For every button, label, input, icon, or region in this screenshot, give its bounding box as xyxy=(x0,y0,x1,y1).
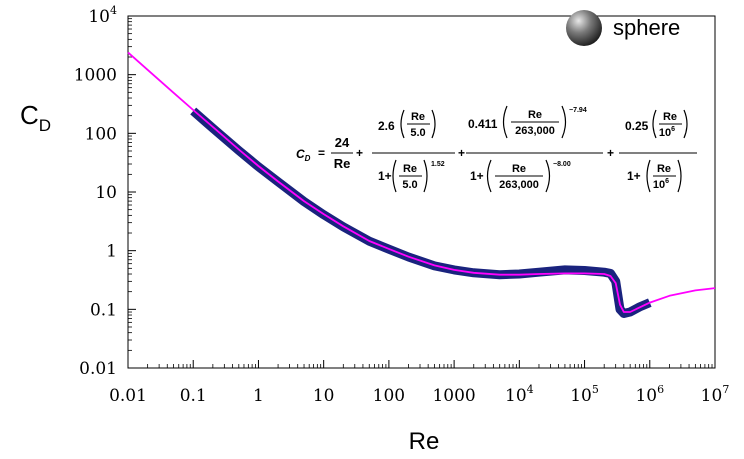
term3-numerator-scale: 263,000 xyxy=(515,125,555,137)
x-tick-label: 0.01 xyxy=(109,386,147,406)
y-tick-label: 1 xyxy=(106,242,117,262)
plus-3: + xyxy=(607,146,614,160)
term4-denominator-scale: 106 xyxy=(653,178,669,191)
series-experimental-data xyxy=(193,111,650,314)
term2-denominator-paren-left xyxy=(393,160,396,192)
y-tick-label: 104 xyxy=(88,4,117,27)
y-tick-label: 100 xyxy=(85,124,117,144)
term4-coefficient: 0.25 xyxy=(625,119,649,133)
term2-denominator-re: Re xyxy=(403,163,417,175)
y-axis-label: CD xyxy=(20,100,51,135)
legend-label: sphere xyxy=(613,15,680,40)
term2-numerator-paren-right xyxy=(432,110,435,138)
y-tick-labels: 0.01 0.1 1 10 100 1000 104 xyxy=(74,4,117,379)
y-tick-label: 0.01 xyxy=(79,359,117,379)
term2-denominator-exponent: 1.52 xyxy=(431,161,445,168)
plus-1: + xyxy=(356,146,363,160)
term4-denominator-one: 1+ xyxy=(627,169,641,183)
term3: 0.411 Re 263,000 −7.94 1+ Re 263,000 −8.… xyxy=(466,106,603,192)
x-tick-label: 104 xyxy=(505,383,534,406)
term3-denominator-scale: 263,000 xyxy=(499,179,539,191)
y-tick-label: 1000 xyxy=(74,66,117,86)
x-tick-label: 100 xyxy=(373,386,405,406)
term2: 2.6 Re 5.0 1+ Re 5.0 1.52 xyxy=(372,110,455,192)
term2-denominator-paren-right xyxy=(424,160,427,192)
equals-sign: = xyxy=(318,146,325,160)
legend: sphere xyxy=(566,10,680,46)
x-tick-label: 10 xyxy=(313,386,335,406)
term1-numerator: 24 xyxy=(335,135,350,150)
term4-denominator-re: Re xyxy=(657,163,671,175)
term3-denominator-exponent: −8.00 xyxy=(553,161,571,168)
term2-denominator-scale: 5.0 xyxy=(402,179,417,191)
term3-numerator-paren-right xyxy=(562,106,566,138)
term3-denominator-paren-left xyxy=(488,160,492,192)
term3-numerator-paren-left xyxy=(504,106,508,138)
x-tick-label: 105 xyxy=(570,383,599,406)
term2-numerator-scale: 5.0 xyxy=(410,127,425,139)
x-tick-labels: 0.01 0.1 1 10 100 1000 104 105 106 107 xyxy=(109,383,729,406)
term4-numerator-re: Re xyxy=(663,111,677,123)
sphere-legend-marker xyxy=(566,10,602,46)
term4-denominator-paren-left xyxy=(647,160,650,192)
term2-numerator-re: Re xyxy=(411,111,425,123)
equation-lhs: CD xyxy=(296,147,311,163)
plus-2: + xyxy=(458,146,465,160)
term3-denominator-paren-right xyxy=(546,160,550,192)
term3-coefficient: 0.411 xyxy=(468,117,498,131)
term4-numerator-paren-right xyxy=(684,110,687,138)
y-tick-label: 10 xyxy=(95,183,117,203)
term2-denominator-one: 1+ xyxy=(378,169,392,183)
y-tick-label: 0.1 xyxy=(90,300,117,320)
term2-numerator-paren-left xyxy=(401,110,404,138)
x-tick-label: 1000 xyxy=(432,386,475,406)
x-tick-label: 1 xyxy=(253,386,264,406)
drag-equation: CD = 24 Re + 2.6 Re 5.0 1+ Re 5.0 1.52 +… xyxy=(296,106,697,192)
term3-numerator-exponent: −7.94 xyxy=(569,107,587,114)
term3-denominator-one: 1+ xyxy=(470,169,484,183)
x-tick-label: 107 xyxy=(701,383,730,406)
term3-numerator-re: Re xyxy=(528,109,542,121)
x-axis-label: Re xyxy=(409,428,440,455)
x-tick-label: 106 xyxy=(635,383,664,406)
term4: 0.25 Re 106 1+ Re 106 xyxy=(619,110,697,192)
term4-numerator-scale: 106 xyxy=(659,126,675,139)
term1-denominator: Re xyxy=(334,156,351,171)
term4-denominator-paren-right xyxy=(678,160,681,192)
term2-coefficient: 2.6 xyxy=(378,119,395,133)
term3-denominator-re: Re xyxy=(512,163,526,175)
x-tick-label: 0.1 xyxy=(180,386,207,406)
term4-numerator-paren-left xyxy=(653,110,656,138)
